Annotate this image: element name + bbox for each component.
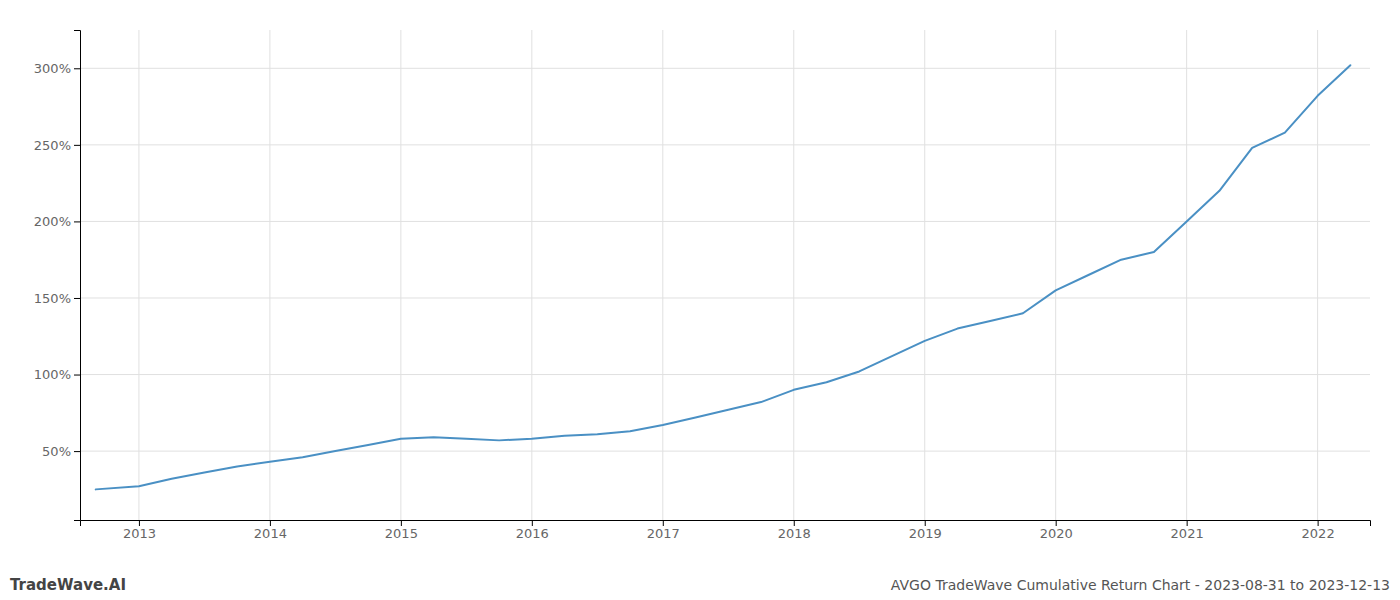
grid-line <box>80 68 1370 69</box>
tick: 2014 <box>254 520 287 541</box>
tick-label: 2022 <box>1302 526 1335 541</box>
tick-label: 50% <box>42 444 71 459</box>
tick-mark <box>270 520 271 526</box>
grid-line <box>1186 30 1187 520</box>
tick-label: 250% <box>34 138 71 153</box>
tick-label: 2019 <box>909 526 942 541</box>
tick-mark <box>74 68 80 69</box>
line <box>96 65 1351 489</box>
tick-label: 150% <box>34 291 71 306</box>
tick-mark <box>74 375 80 376</box>
tick-mark <box>74 451 80 452</box>
grid-line <box>1055 30 1056 520</box>
tick: 50% <box>42 444 80 459</box>
plot-area <box>96 65 1351 489</box>
tick-mark <box>794 520 795 526</box>
tick: 150% <box>34 291 80 306</box>
grid-line <box>138 30 139 520</box>
tick-label: 2014 <box>254 526 287 541</box>
tick-mark <box>74 221 80 222</box>
tick-mark <box>1187 520 1188 526</box>
grid-line <box>1317 30 1318 520</box>
tick: 2013 <box>123 520 156 541</box>
tick-mark <box>663 520 664 526</box>
axis-line <box>81 521 1371 527</box>
tick-label: 2017 <box>647 526 680 541</box>
tick-mark <box>74 298 80 299</box>
grid-line <box>531 30 532 520</box>
tick-label: 2016 <box>516 526 549 541</box>
tick-label: 300% <box>34 61 71 76</box>
x-axis: 2013 2014 2015 2016 2017 2018 2019 2020 2021 2022 <box>81 520 1371 541</box>
chart: 2013 2014 2015 2016 2017 2018 2019 2020 2021 2022… <box>0 0 1400 600</box>
grid-line <box>662 30 663 520</box>
tick-label: 2020 <box>1040 526 1073 541</box>
tick: 2018 <box>778 520 811 541</box>
tick: 200% <box>34 214 80 229</box>
tick: 2016 <box>516 520 549 541</box>
tick-mark <box>532 520 533 526</box>
tick: 2017 <box>647 520 680 541</box>
grid-line <box>80 221 1370 222</box>
tick: 2015 <box>385 520 418 541</box>
title: AVGO TradeWave Cumulative Return Chart -… <box>891 577 1390 593</box>
tick-mark <box>139 520 140 526</box>
tick: 250% <box>34 138 80 153</box>
tick: 2020 <box>1040 520 1073 541</box>
tick-mark <box>1056 520 1057 526</box>
tick: 300% <box>34 61 80 76</box>
tick: 2022 <box>1302 520 1335 541</box>
tick-mark <box>74 145 80 146</box>
tick-label: 2015 <box>385 526 418 541</box>
grid-line <box>924 30 925 520</box>
tick-label: 2018 <box>778 526 811 541</box>
tick-label: 2013 <box>123 526 156 541</box>
axis-line <box>74 31 81 521</box>
grid-line <box>80 451 1370 452</box>
tick-mark <box>1318 520 1319 526</box>
grid-line <box>400 30 401 520</box>
tick-label: 2021 <box>1171 526 1204 541</box>
tick-label: 200% <box>34 214 71 229</box>
watermark: TradeWave.AI <box>10 576 126 594</box>
grid-line <box>80 374 1370 375</box>
tick-mark <box>925 520 926 526</box>
tick: 2021 <box>1171 520 1204 541</box>
grid-line <box>80 144 1370 145</box>
grid-line <box>269 30 270 520</box>
tick: 100% <box>34 367 80 382</box>
tick-label: 100% <box>34 367 71 382</box>
tick: 2019 <box>909 520 942 541</box>
grid-line <box>793 30 794 520</box>
tick-mark <box>401 520 402 526</box>
y-axis: 50% 100% 150% 200% 250% 300% <box>34 31 81 521</box>
grid-line <box>80 297 1370 298</box>
grid <box>80 30 1370 520</box>
